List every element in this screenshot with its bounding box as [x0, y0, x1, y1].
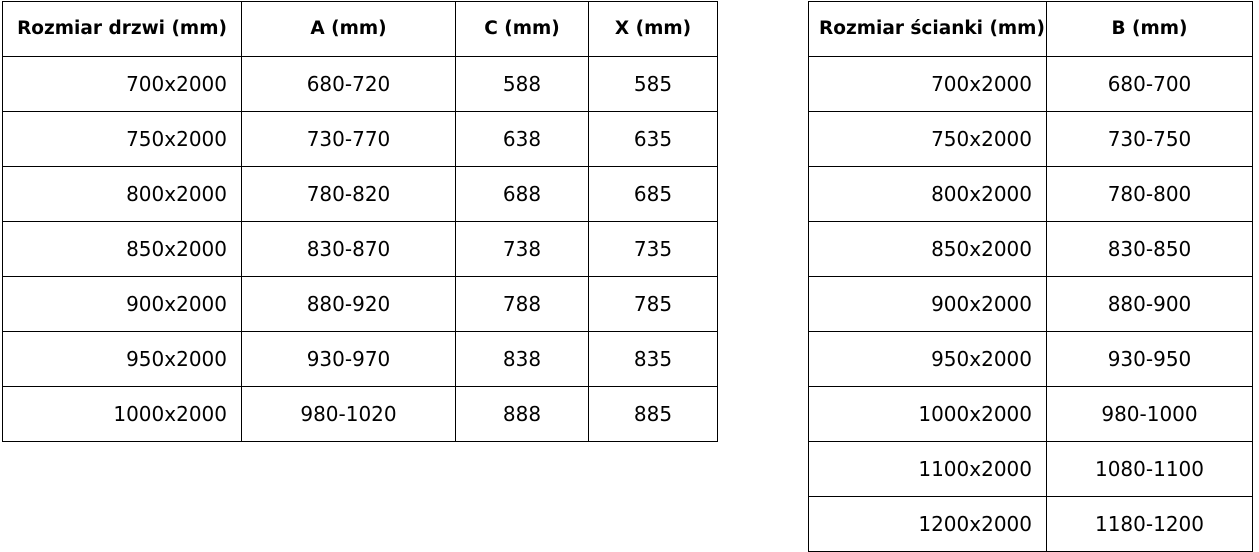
cell-a: 880-920 — [241, 276, 456, 332]
table-header-row: Rozmiar ścianki (mm) B (mm) — [808, 1, 1253, 57]
cell-wall-size: 800x2000 — [808, 166, 1047, 222]
wall-size-table-body: 700x2000 680-700 750x2000 730-750 800x20… — [808, 56, 1253, 552]
table-row: 850x2000 830-850 — [808, 221, 1253, 277]
cell-a: 830-870 — [241, 221, 456, 277]
table-row: 900x2000 880-920 788 785 — [2, 276, 718, 332]
door-size-table: Rozmiar drzwi (mm) A (mm) C (mm) X (mm) … — [2, 1, 718, 442]
cell-a: 780-820 — [241, 166, 456, 222]
cell-a: 730-770 — [241, 111, 456, 167]
table-row: 950x2000 930-950 — [808, 331, 1253, 387]
cell-wall-size: 1100x2000 — [808, 441, 1047, 497]
cell-b: 930-950 — [1046, 331, 1253, 387]
door-size-table-header: Rozmiar drzwi (mm) A (mm) C (mm) X (mm) — [2, 1, 718, 57]
cell-wall-size: 700x2000 — [808, 56, 1047, 112]
table-row: 750x2000 730-770 638 635 — [2, 111, 718, 167]
cell-x: 585 — [588, 56, 718, 112]
cell-b: 680-700 — [1046, 56, 1253, 112]
table-row: 1100x2000 1080-1100 — [808, 441, 1253, 497]
cell-b: 1080-1100 — [1046, 441, 1253, 497]
cell-a: 980-1020 — [241, 386, 456, 442]
cell-wall-size: 750x2000 — [808, 111, 1047, 167]
cell-c: 638 — [455, 111, 589, 167]
table-row: 1000x2000 980-1020 888 885 — [2, 386, 718, 442]
table-row: 800x2000 780-820 688 685 — [2, 166, 718, 222]
cell-door-size: 800x2000 — [2, 166, 242, 222]
cell-x: 885 — [588, 386, 718, 442]
column-header-c: C (mm) — [455, 1, 589, 57]
cell-c: 888 — [455, 386, 589, 442]
cell-wall-size: 950x2000 — [808, 331, 1047, 387]
door-size-table-body: 700x2000 680-720 588 585 750x2000 730-77… — [2, 56, 718, 442]
cell-a: 930-970 — [241, 331, 456, 387]
table-row: 950x2000 930-970 838 835 — [2, 331, 718, 387]
cell-c: 788 — [455, 276, 589, 332]
cell-wall-size: 850x2000 — [808, 221, 1047, 277]
cell-b: 830-850 — [1046, 221, 1253, 277]
column-header-a: A (mm) — [241, 1, 456, 57]
table-row: 700x2000 680-700 — [808, 56, 1253, 112]
cell-x: 735 — [588, 221, 718, 277]
cell-wall-size: 1200x2000 — [808, 496, 1047, 552]
cell-door-size: 750x2000 — [2, 111, 242, 167]
table-header-row: Rozmiar drzwi (mm) A (mm) C (mm) X (mm) — [2, 1, 718, 57]
cell-c: 588 — [455, 56, 589, 112]
table-row: 800x2000 780-800 — [808, 166, 1253, 222]
column-header-x: X (mm) — [588, 1, 718, 57]
table-row: 700x2000 680-720 588 585 — [2, 56, 718, 112]
column-header-wall-size: Rozmiar ścianki (mm) — [808, 1, 1047, 57]
column-header-b: B (mm) — [1046, 1, 1253, 57]
wall-size-table-header: Rozmiar ścianki (mm) B (mm) — [808, 1, 1253, 57]
cell-c: 688 — [455, 166, 589, 222]
column-header-door-size: Rozmiar drzwi (mm) — [2, 1, 242, 57]
cell-wall-size: 1000x2000 — [808, 386, 1047, 442]
table-row: 850x2000 830-870 738 735 — [2, 221, 718, 277]
cell-door-size: 1000x2000 — [2, 386, 242, 442]
cell-door-size: 900x2000 — [2, 276, 242, 332]
table-row: 1000x2000 980-1000 — [808, 386, 1253, 442]
cell-b: 730-750 — [1046, 111, 1253, 167]
cell-b: 980-1000 — [1046, 386, 1253, 442]
cell-wall-size: 900x2000 — [808, 276, 1047, 332]
cell-b: 780-800 — [1046, 166, 1253, 222]
cell-x: 785 — [588, 276, 718, 332]
table-row: 1200x2000 1180-1200 — [808, 496, 1253, 552]
cell-c: 838 — [455, 331, 589, 387]
cell-b: 880-900 — [1046, 276, 1253, 332]
cell-c: 738 — [455, 221, 589, 277]
cell-x: 835 — [588, 331, 718, 387]
table-row: 750x2000 730-750 — [808, 111, 1253, 167]
cell-door-size: 850x2000 — [2, 221, 242, 277]
cell-b: 1180-1200 — [1046, 496, 1253, 552]
cell-x: 635 — [588, 111, 718, 167]
cell-door-size: 950x2000 — [2, 331, 242, 387]
cell-a: 680-720 — [241, 56, 456, 112]
cell-door-size: 700x2000 — [2, 56, 242, 112]
wall-size-table: Rozmiar ścianki (mm) B (mm) 700x2000 680… — [808, 1, 1253, 552]
table-row: 900x2000 880-900 — [808, 276, 1253, 332]
cell-x: 685 — [588, 166, 718, 222]
